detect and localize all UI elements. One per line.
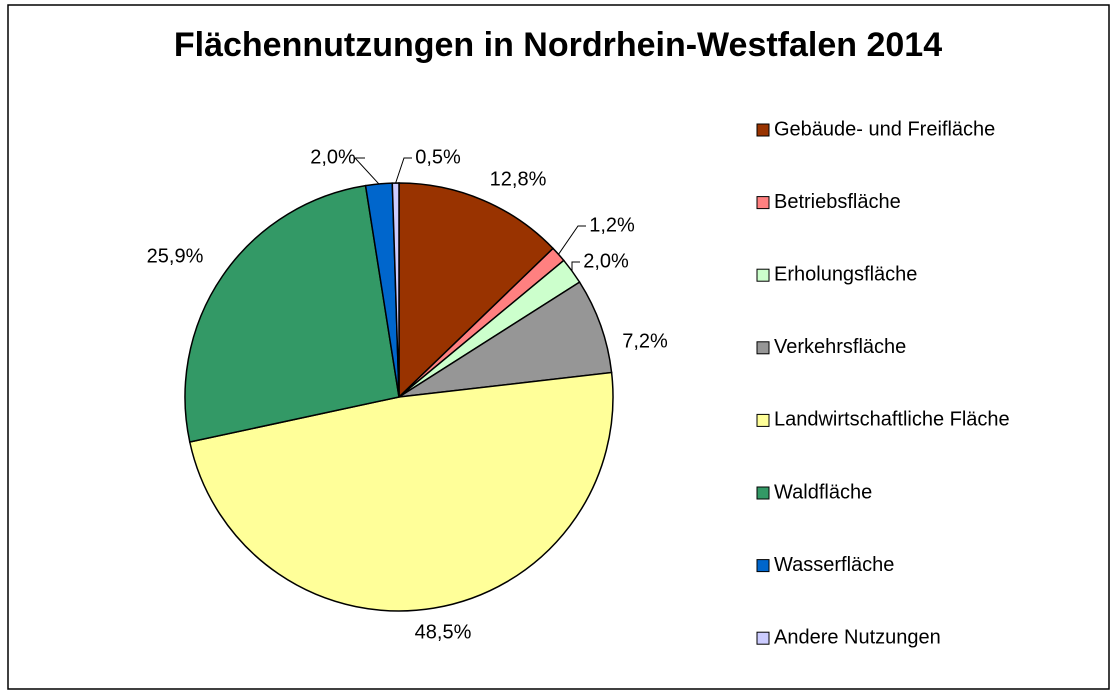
data-label: 1,2%: [589, 214, 635, 236]
data-label: 0,5%: [415, 146, 461, 168]
data-label: 48,5%: [415, 621, 472, 643]
data-label: 2,0%: [310, 146, 356, 168]
data-label: 12,8%: [490, 168, 547, 190]
legend-swatch: [756, 413, 770, 427]
legend-swatch: [756, 268, 770, 282]
legend-swatch: [756, 123, 770, 137]
legend-label: Landwirtschaftliche Fläche: [774, 409, 1010, 431]
leader-line: [353, 157, 380, 185]
legend-swatch: [756, 196, 770, 210]
legend-label: Betriebsfläche: [774, 191, 901, 213]
data-label: 7,2%: [622, 330, 668, 352]
data-label: 25,9%: [147, 245, 204, 267]
chart-title: Flächennutzungen in Nordrhein-Westfalen …: [174, 26, 942, 64]
legend-swatch: [756, 486, 770, 500]
legend-label: Erholungsfläche: [774, 263, 917, 285]
leader-line: [395, 157, 412, 184]
legend-label: Verkehrsfläche: [774, 336, 906, 358]
pie-slice: [184, 184, 400, 443]
legend-label: Wasserfläche: [774, 554, 894, 576]
leader-line: [571, 261, 580, 272]
legend-swatch: [756, 559, 770, 573]
leader-line: [558, 225, 586, 255]
data-label: 2,0%: [583, 250, 629, 272]
legend-swatch: [756, 631, 770, 645]
legend-label: Gebäude- und Freifläche: [774, 118, 995, 140]
pie-slice: [398, 182, 555, 399]
legend-label: Andere Nutzungen: [774, 626, 941, 648]
legend-label: Waldfläche: [774, 481, 872, 503]
legend-swatch: [756, 341, 770, 355]
pie-slice: [188, 371, 614, 612]
